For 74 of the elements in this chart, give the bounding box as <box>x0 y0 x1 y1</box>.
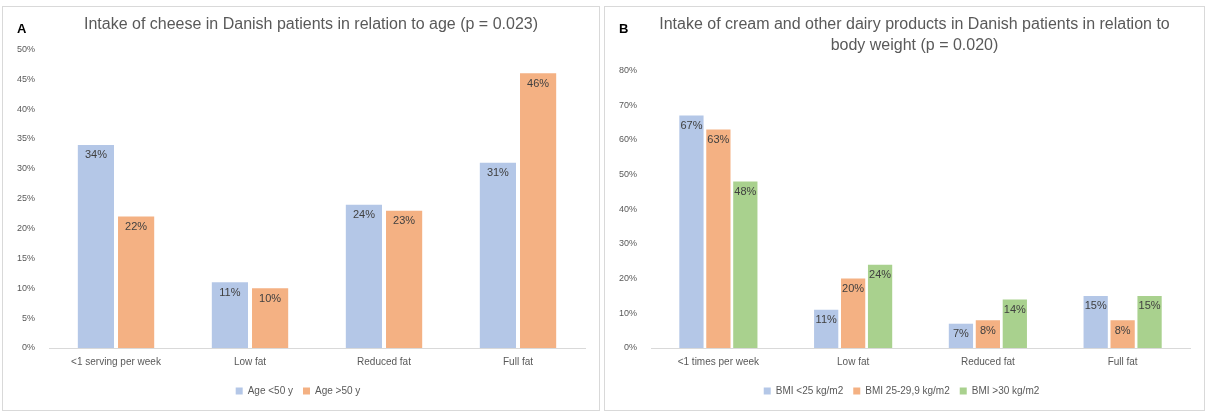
x-tick-label: <1 serving per week <box>71 355 162 367</box>
y-tick-label: 20% <box>619 273 638 284</box>
data-label: 67% <box>680 119 703 132</box>
y-tick-label: 0% <box>624 342 638 353</box>
legend-label: Age >50 y <box>315 384 361 396</box>
bar <box>211 282 248 348</box>
data-label: 23% <box>393 214 416 227</box>
bar <box>386 210 423 348</box>
x-tick-label: Low fat <box>837 355 870 367</box>
y-tick-label: 5% <box>22 312 36 323</box>
data-label: 48% <box>734 184 757 197</box>
bar <box>118 216 155 348</box>
data-label: 46% <box>527 76 550 89</box>
x-tick-label: <1 times per week <box>677 355 761 367</box>
data-label: 63% <box>707 132 730 145</box>
bar <box>479 162 516 348</box>
x-tick-label: Full fat <box>502 355 534 367</box>
data-label: 24% <box>352 208 376 221</box>
data-label: 22% <box>125 220 148 233</box>
legend-label: BMI >30 kg/m2 <box>971 384 1040 396</box>
y-tick-label: 40% <box>17 103 36 114</box>
data-label: 31% <box>486 166 510 179</box>
y-tick-label: 70% <box>619 99 638 110</box>
y-tick-label: 30% <box>17 163 36 174</box>
legend-label: Age <50 y <box>247 384 293 396</box>
text: A <box>17 21 27 36</box>
x-tick-label: Reduced fat <box>960 355 1016 367</box>
data-label: 15% <box>1138 299 1161 312</box>
bar <box>252 288 289 348</box>
text: B <box>619 21 629 36</box>
y-tick-label: 0% <box>22 342 36 353</box>
x-tick-label: Full fat <box>1107 355 1138 367</box>
data-label: 8% <box>1114 323 1131 336</box>
y-tick-label: 80% <box>619 64 638 75</box>
chart-title: Intake of cream and other dairy products in Danish patients in relation to body weight (p = 0.020) <box>658 14 1171 55</box>
bar <box>1110 320 1135 348</box>
bar <box>1002 299 1027 348</box>
y-tick-label: 30% <box>619 238 638 249</box>
bar <box>841 278 866 348</box>
y-tick-label: 15% <box>17 252 36 263</box>
y-tick-label: 45% <box>17 73 36 84</box>
y-tick-label: 25% <box>17 193 36 204</box>
x-tick-label: Low fat <box>233 355 267 367</box>
legend-label: BMI <25 kg/m2 <box>775 384 844 396</box>
y-tick-label: 10% <box>17 282 36 293</box>
bar <box>733 181 758 348</box>
y-tick-label: 35% <box>17 133 36 144</box>
bar <box>1083 295 1108 348</box>
bar <box>77 144 114 348</box>
data-label: 10% <box>259 291 282 304</box>
x-tick-label: Reduced fat <box>357 355 412 367</box>
bar <box>1137 295 1162 348</box>
y-tick-label: 50% <box>619 168 638 179</box>
y-tick-label: 20% <box>17 223 36 234</box>
y-tick-label: 50% <box>17 43 36 54</box>
data-label: 8% <box>979 323 997 336</box>
bar <box>520 73 557 348</box>
chart-title: Intake of cheese in Danish patients in relation to age (p = 0.023) <box>82 14 540 34</box>
data-label: 7% <box>952 327 970 340</box>
bar <box>679 115 704 348</box>
y-tick-label: 40% <box>619 203 638 214</box>
data-label: 11% <box>219 285 241 298</box>
data-label: 24% <box>869 268 892 281</box>
data-label: 34% <box>84 148 108 161</box>
data-label: 20% <box>842 282 865 295</box>
y-tick-label: 10% <box>619 307 638 318</box>
y-tick-label: 60% <box>619 134 638 145</box>
bar <box>706 129 731 348</box>
data-label: 11% <box>815 313 837 326</box>
legend-label: BMI 25-29,9 kg/m2 <box>865 384 951 396</box>
bar <box>345 204 382 348</box>
data-label: 14% <box>1003 302 1027 315</box>
data-label: 15% <box>1084 299 1107 312</box>
bar <box>867 264 893 348</box>
